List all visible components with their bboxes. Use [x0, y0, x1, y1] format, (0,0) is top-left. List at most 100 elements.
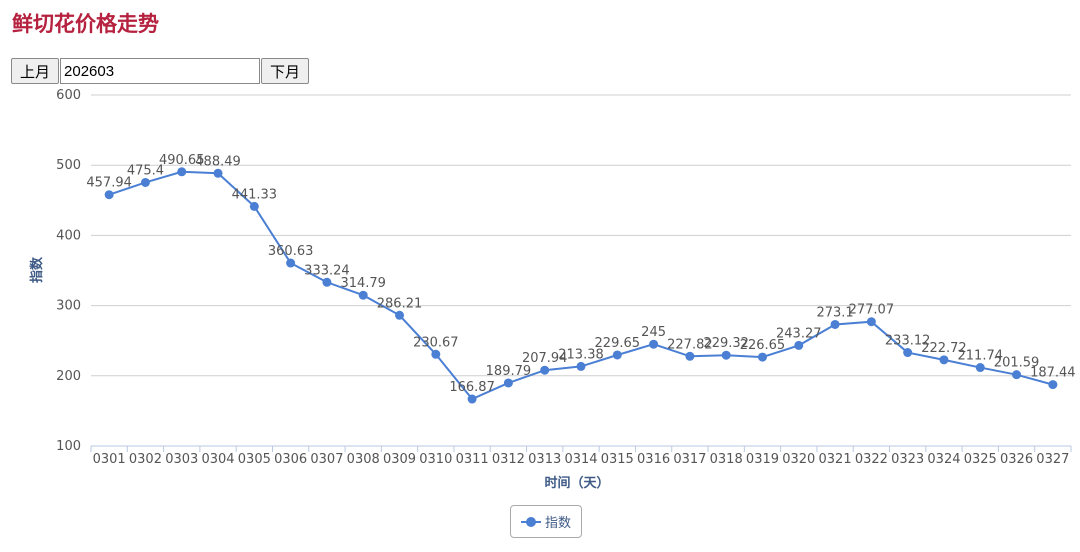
data-label: 245	[641, 325, 666, 340]
y-tick-label: 400	[56, 228, 81, 243]
data-label: 229.65	[595, 336, 641, 351]
data-point[interactable]	[649, 339, 659, 349]
data-label: 222.72	[921, 341, 967, 356]
x-axis-title: 时间（天）	[544, 475, 609, 491]
x-tick-label: 0321	[819, 452, 852, 467]
month-input[interactable]	[60, 58, 261, 84]
data-label: 201.59	[994, 356, 1040, 371]
data-label: 243.27	[776, 326, 822, 341]
y-tick-label: 100	[56, 439, 81, 454]
y-tick-label: 500	[56, 158, 81, 173]
data-label: 286.21	[377, 296, 423, 311]
x-tick-label: 0325	[964, 452, 997, 467]
x-tick-label: 0306	[274, 452, 307, 467]
x-tick-label: 0323	[891, 452, 924, 467]
x-tick-label: 0314	[564, 452, 597, 467]
x-tick-label: 0303	[165, 452, 198, 467]
x-tick-label: 0319	[746, 452, 779, 467]
data-label: 229.32	[703, 336, 749, 351]
data-point[interactable]	[540, 365, 550, 375]
x-tick-label: 0305	[238, 452, 271, 467]
data-point[interactable]	[830, 319, 840, 329]
legend-line-marker-icon	[520, 516, 541, 527]
x-tick-label: 0302	[129, 452, 162, 467]
data-point[interactable]	[358, 290, 368, 300]
x-tick-label: 0326	[1000, 452, 1033, 467]
data-label: 457.94	[86, 176, 132, 191]
x-tick-label: 0320	[782, 452, 815, 467]
data-label: 227.82	[667, 337, 713, 352]
data-label: 441.33	[232, 187, 278, 202]
data-point[interactable]	[322, 277, 332, 287]
x-tick-label: 0327	[1036, 452, 1069, 467]
data-label: 233.12	[885, 334, 931, 349]
x-tick-label: 0307	[310, 452, 343, 467]
data-label: 211.74	[958, 349, 1004, 364]
data-point[interactable]	[612, 350, 622, 360]
x-tick-label: 0309	[383, 452, 416, 467]
data-point[interactable]	[431, 349, 441, 359]
x-tick-label: 0324	[927, 452, 960, 467]
next-month-button[interactable]: 下月	[261, 58, 310, 84]
x-tick-label: 0311	[456, 452, 489, 467]
data-label: 207.94	[522, 351, 568, 366]
data-point[interactable]	[1048, 380, 1058, 390]
data-label: 187.44	[1030, 366, 1076, 381]
x-tick-label: 0304	[201, 452, 234, 467]
data-label: 213.38	[558, 347, 604, 362]
x-tick-label: 0312	[492, 452, 525, 467]
y-tick-label: 300	[56, 299, 81, 314]
data-point[interactable]	[286, 258, 296, 268]
x-tick-label: 0310	[419, 452, 452, 467]
data-point[interactable]	[249, 201, 259, 211]
y-tick-label: 200	[56, 369, 81, 384]
data-point[interactable]	[395, 310, 405, 320]
page-title: 鲜切花价格走势	[12, 12, 159, 36]
data-point[interactable]	[1012, 370, 1022, 380]
data-point[interactable]	[177, 167, 187, 177]
data-point[interactable]	[576, 361, 586, 371]
data-point[interactable]	[467, 394, 477, 404]
data-point[interactable]	[939, 355, 949, 365]
y-axis-title: 指数	[29, 256, 45, 283]
x-tick-label: 0318	[710, 452, 743, 467]
data-point[interactable]	[903, 348, 913, 358]
grid-lines	[91, 94, 1071, 377]
month-controls: 上月 下月	[11, 58, 310, 84]
x-tick-label: 0316	[637, 452, 670, 467]
data-label: 490.65	[159, 153, 205, 168]
data-label: 314.79	[340, 276, 386, 291]
legend[interactable]: 指数	[510, 505, 582, 538]
data-point[interactable]	[866, 317, 876, 327]
x-tick-label: 0315	[601, 452, 634, 467]
data-point[interactable]	[757, 352, 767, 362]
y-axis-ticks: 100 200 300 400 500 600	[56, 88, 81, 454]
data-label: 189.79	[486, 364, 532, 379]
data-label: 166.87	[449, 380, 495, 395]
data-label: 273.1	[816, 305, 853, 320]
data-point[interactable]	[503, 378, 513, 388]
x-tick-label: 0308	[347, 452, 380, 467]
x-tick-label: 0313	[528, 452, 561, 467]
legend-label: 指数	[544, 516, 571, 531]
data-label: 360.63	[268, 244, 314, 259]
data-point[interactable]	[685, 351, 695, 361]
prev-month-button[interactable]: 上月	[11, 58, 60, 84]
data-point[interactable]	[721, 350, 731, 360]
data-label: 475.4	[127, 163, 164, 178]
data-point[interactable]	[104, 190, 114, 200]
x-axis: 0301 0302 0303 0304 0305 0306 0307 0308 0309 0310…	[90, 445, 1072, 467]
x-tick-label: 0322	[855, 452, 888, 467]
data-point[interactable]	[975, 363, 985, 373]
y-tick-label: 600	[56, 88, 81, 103]
data-label: 226.65	[740, 338, 786, 353]
data-point[interactable]	[213, 168, 223, 178]
data-point[interactable]	[794, 340, 804, 350]
x-tick-label: 0317	[673, 452, 706, 467]
data-label: 277.07	[849, 303, 895, 318]
data-label: 230.67	[413, 335, 459, 350]
data-point[interactable]	[140, 177, 150, 187]
data-points	[104, 167, 1058, 404]
